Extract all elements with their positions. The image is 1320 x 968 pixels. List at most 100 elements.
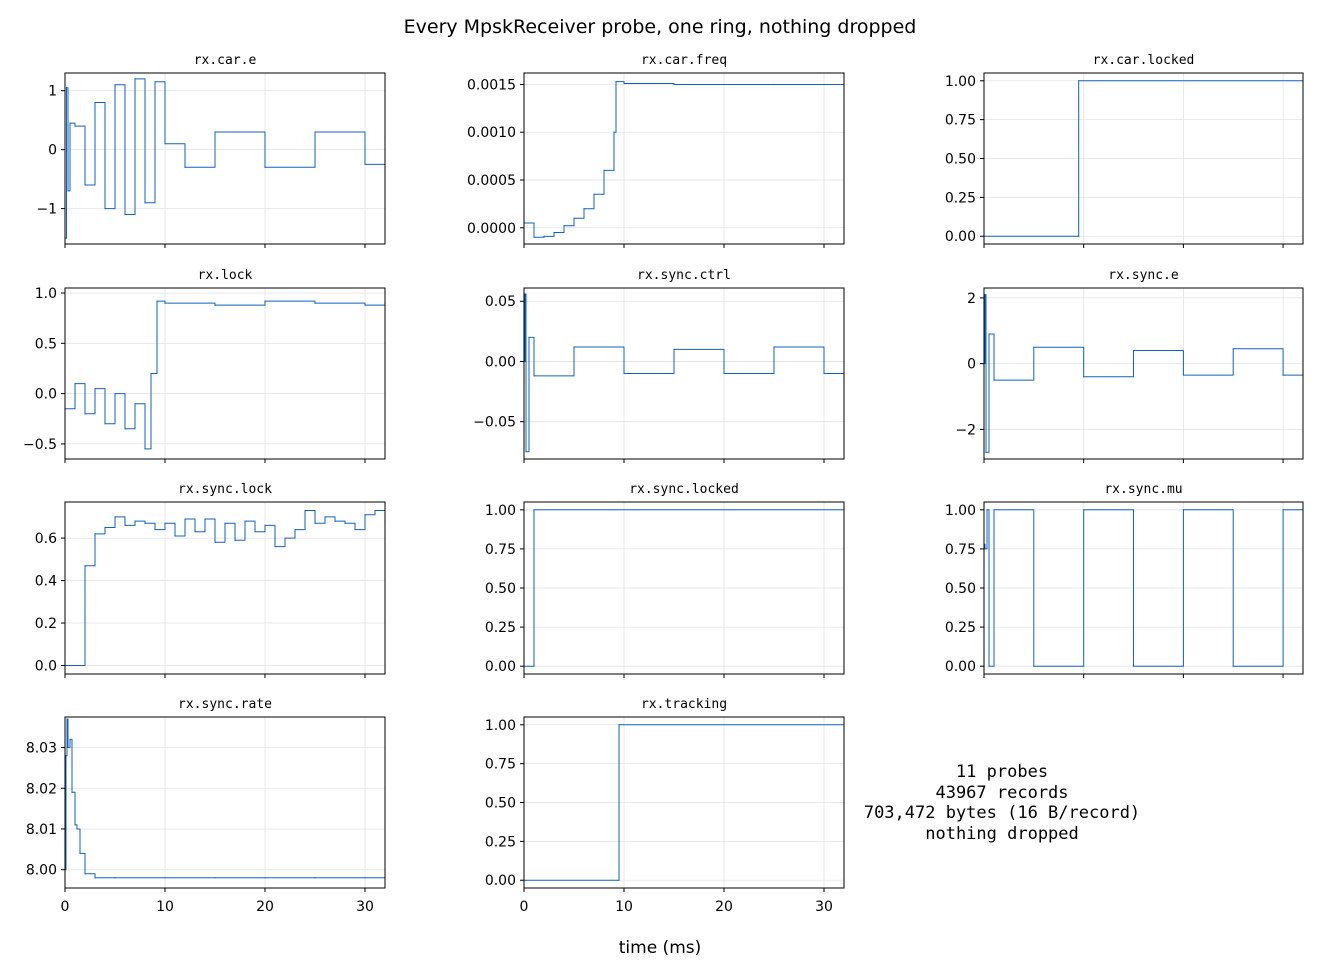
data-point <box>543 235 545 237</box>
series-line-rx-sync-lock <box>65 510 385 666</box>
data-point <box>65 87 68 89</box>
data-point <box>525 451 527 453</box>
data-point <box>214 304 216 306</box>
y-tick-label: 0.0005 <box>467 173 516 189</box>
y-tick-label: 0.0010 <box>467 125 516 141</box>
data-point <box>364 877 366 879</box>
y-tick-label: −2 <box>955 422 976 438</box>
data-point <box>1083 376 1085 378</box>
data-point <box>264 524 266 526</box>
x-tick-label: 0 <box>61 899 70 915</box>
y-tick-label: 0.00 <box>945 229 976 245</box>
y-tick-label: 0.75 <box>485 542 516 558</box>
data-point <box>618 879 620 881</box>
data-point <box>673 83 675 86</box>
data-point <box>603 169 605 172</box>
subplot-rx-tracking: rx.tracking 0.00 0.25 0.50 0.75 1.00 0 10 20 30 <box>485 697 845 915</box>
data-point <box>773 346 775 348</box>
subplot-rx-car-e: rx.car.e −1 0 1 <box>36 53 386 248</box>
subplot-rx-sync-lock: rx.sync.lock 0.0 0.2 0.4 0.6 <box>35 482 386 678</box>
data-point <box>615 80 617 83</box>
data-point <box>314 522 316 524</box>
axes-frame <box>64 716 386 889</box>
x-tick-label: 20 <box>256 899 274 915</box>
y-tick-label: 1.00 <box>945 74 976 90</box>
y-tick-label: −0.05 <box>473 415 516 431</box>
series-line-rx-car-e <box>65 78 385 239</box>
data-point <box>993 379 995 381</box>
y-tick-label: 8.03 <box>26 741 57 757</box>
data-point <box>104 526 106 529</box>
data-point <box>723 372 725 375</box>
y-tick-label: −1 <box>36 202 57 218</box>
y-tick-label: 0.0000 <box>467 221 516 237</box>
y-tick-label: 0.75 <box>485 757 516 773</box>
data-point <box>71 791 73 793</box>
data-point <box>79 852 81 854</box>
data-point <box>114 84 116 86</box>
data-point <box>985 451 987 454</box>
data-point <box>1182 509 1184 511</box>
data-point <box>94 387 96 390</box>
series-line-rx-sync-rate <box>65 718 385 879</box>
data-point <box>164 877 166 879</box>
y-tick-label: 0.6 <box>35 531 57 547</box>
data-point <box>264 166 266 168</box>
y-tick-label: 0.00 <box>945 659 976 675</box>
subplot-rx-sync-e: rx.sync.e −2 0 2 <box>955 268 1304 463</box>
y-tick-label: 0 <box>48 143 57 159</box>
data-point <box>234 539 236 541</box>
subplot-title: rx.car.freq <box>641 53 727 68</box>
data-point <box>553 231 555 234</box>
summary-line-2: 43967 records <box>935 783 1068 803</box>
data-point <box>583 208 585 210</box>
subplot-rx-sync-locked: rx.sync.locked 0.00 0.25 0.50 0.75 1.00 <box>485 482 845 678</box>
data-point <box>65 755 67 757</box>
data-point <box>988 665 990 667</box>
data-point <box>114 516 116 518</box>
subplot-title: rx.sync.e <box>1108 268 1179 283</box>
data-point <box>1132 665 1135 667</box>
y-tick-label: 0.00 <box>485 659 516 675</box>
data-point <box>1083 509 1085 511</box>
data-point <box>124 428 126 430</box>
data-point <box>314 302 316 304</box>
data-point <box>69 738 71 740</box>
subplot-title: rx.tracking <box>641 697 727 712</box>
y-tick-label: 0.75 <box>945 113 976 129</box>
data-point <box>984 548 986 550</box>
subplot-title: rx.sync.locked <box>629 482 739 497</box>
subplot-title: rx.sync.rate <box>178 697 272 712</box>
data-point <box>1282 509 1284 511</box>
data-point <box>314 877 316 879</box>
data-point <box>244 520 246 522</box>
x-tick-label: 20 <box>715 899 733 915</box>
data-point <box>593 193 595 195</box>
data-point <box>114 393 116 395</box>
data-point <box>823 83 825 86</box>
data-point <box>214 877 216 879</box>
data-point <box>364 163 366 165</box>
summary-line-3: 703,472 bytes (16 B/record) <box>864 803 1140 823</box>
summary-line-1: 11 probes <box>956 762 1048 782</box>
y-tick-label: 0.4 <box>35 574 57 590</box>
y-tick-label: 1.0 <box>35 286 57 302</box>
data-point <box>124 213 126 216</box>
y-tick-label: 0.50 <box>945 581 976 597</box>
data-point <box>673 348 675 351</box>
data-point <box>76 828 78 830</box>
y-tick-label: 0.25 <box>485 834 516 850</box>
series-line-rx-car-locked <box>984 80 1303 237</box>
subplot-title: rx.sync.ctrl <box>637 268 731 283</box>
y-tick-label: 0.0 <box>35 659 57 675</box>
data-point <box>184 166 186 168</box>
data-point <box>304 509 306 512</box>
data-point <box>214 541 216 543</box>
data-point <box>84 413 86 415</box>
y-tick-label: 8.00 <box>26 863 57 879</box>
data-point <box>264 300 266 302</box>
data-point <box>294 529 296 531</box>
data-point <box>74 382 76 385</box>
data-point <box>174 535 176 537</box>
y-tick-label: 1.00 <box>485 503 516 519</box>
